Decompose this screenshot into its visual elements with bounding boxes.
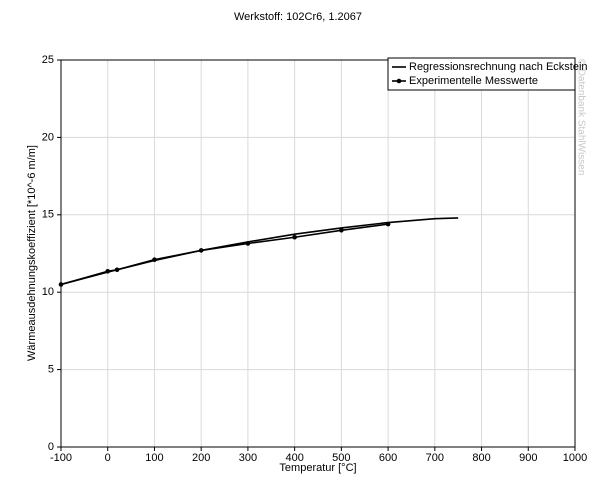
- x-tick-label: 400: [285, 452, 303, 464]
- chart-title: Werkstoff: 102Cr6, 1.2067: [234, 11, 362, 23]
- data-point: [152, 257, 157, 262]
- watermark: © Datenbank StahlWissen: [575, 59, 586, 176]
- data-point: [198, 248, 204, 253]
- x-tick-label: 300: [239, 452, 257, 464]
- x-tick-label: 800: [472, 452, 490, 464]
- y-tick-label: 25: [42, 54, 54, 66]
- y-tick-label: 20: [42, 131, 54, 143]
- data-point: [114, 267, 120, 273]
- plot-frame: [60, 59, 576, 448]
- x-tick-label: 600: [379, 452, 397, 464]
- x-tick-label: 100: [145, 452, 163, 464]
- data-point: [339, 227, 344, 233]
- y-tick-label: 15: [42, 209, 54, 221]
- data-line: [60, 223, 389, 286]
- y-tick-label: 0: [48, 441, 54, 453]
- data-line: [60, 217, 459, 286]
- y-axis-label: Wärmeausdehnungskoeffizient [*10^-6 m/m]: [26, 145, 38, 361]
- x-tick-label: 500: [332, 452, 350, 464]
- data-point: [245, 241, 251, 246]
- legend-marker: [396, 78, 402, 84]
- x-tick-label: 1000: [563, 452, 587, 464]
- legend-box: [387, 57, 576, 91]
- data-point: [292, 234, 297, 240]
- data-point: [105, 269, 111, 274]
- data-point: [385, 221, 391, 227]
- legend-label: Regressionsrechnung nach Eckstein: [409, 61, 588, 73]
- y-tick-label: 10: [42, 286, 54, 298]
- x-tick-label: 200: [192, 452, 210, 464]
- legend-label: Experimentelle Messwerte: [409, 75, 538, 87]
- data-point: [58, 282, 64, 287]
- x-tick-label: -100: [50, 452, 72, 464]
- x-tick-label: 0: [105, 452, 111, 464]
- y-tick-label: 5: [48, 364, 54, 376]
- x-tick-label: 900: [519, 452, 537, 464]
- x-axis-label: Temperatur [°C]: [279, 462, 356, 474]
- x-tick-label: 700: [426, 452, 444, 464]
